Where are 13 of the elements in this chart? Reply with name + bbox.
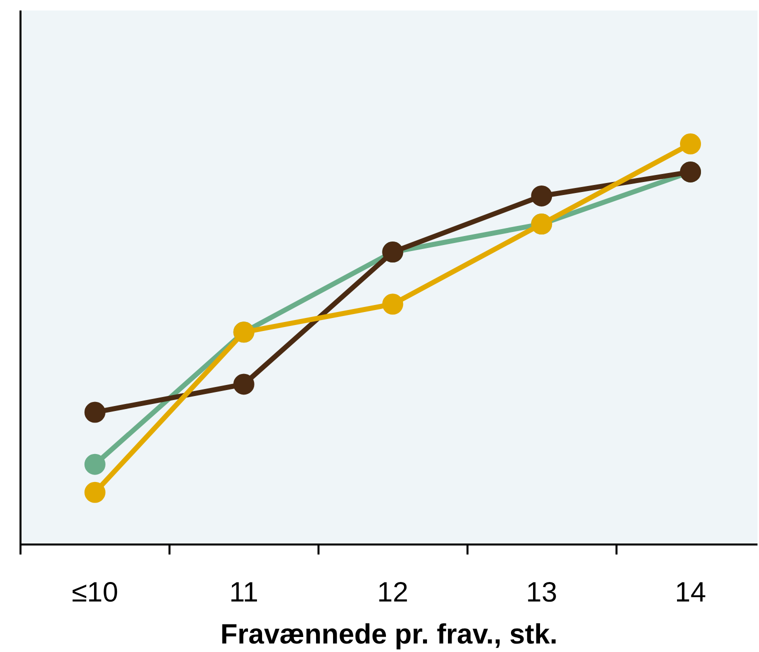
x-tick-label: 11 — [229, 576, 258, 608]
point — [680, 133, 701, 154]
point — [84, 402, 106, 423]
x-tick-label: 12 — [377, 576, 408, 608]
x-tick-label: ≤10 — [72, 576, 118, 608]
x-tick-label: 13 — [526, 576, 558, 608]
point — [382, 294, 404, 315]
point — [84, 482, 106, 503]
x-axis-title: Fravænnede pr. frav., stk. — [220, 618, 558, 650]
point — [233, 374, 254, 395]
point — [84, 454, 106, 475]
x-tick-label: 14 — [674, 576, 706, 608]
point — [531, 186, 552, 206]
